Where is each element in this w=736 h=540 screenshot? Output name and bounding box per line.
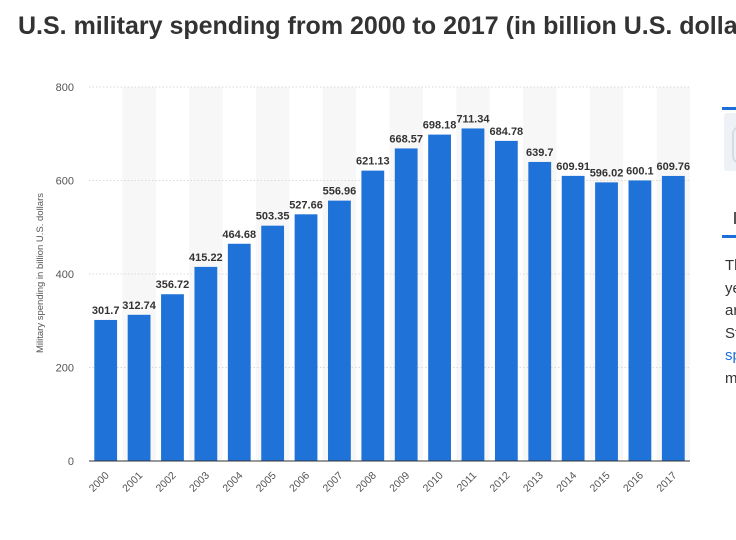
value-label: 668.57 bbox=[389, 133, 423, 145]
sidebar-text-line: ar bbox=[725, 302, 736, 319]
value-label: 503.35 bbox=[256, 211, 290, 223]
x-tick-label: 2010 bbox=[421, 470, 446, 495]
y-tick-labels: 0 200 400 600 800 bbox=[56, 82, 74, 468]
bar[interactable] bbox=[194, 266, 218, 461]
x-tick-label: 2008 bbox=[354, 470, 379, 495]
sidebar-text-line: ye bbox=[725, 279, 736, 297]
value-label: 698.18 bbox=[423, 120, 457, 132]
x-tick-label: 2012 bbox=[487, 470, 512, 495]
value-label: 312.74 bbox=[122, 300, 157, 312]
bar[interactable] bbox=[161, 294, 184, 461]
x-tick-label: 2017 bbox=[654, 470, 679, 495]
sidebar-divider bbox=[722, 235, 736, 238]
sidebar-text-line: Th bbox=[725, 257, 736, 274]
x-tick-label: 2001 bbox=[120, 470, 145, 495]
value-label: 609.91 bbox=[556, 161, 590, 173]
value-label: 527.66 bbox=[289, 199, 323, 211]
bars bbox=[94, 128, 685, 462]
sidebar-heading bbox=[734, 212, 736, 224]
x-tick-label: 2009 bbox=[387, 470, 412, 495]
bar[interactable] bbox=[261, 225, 285, 461]
sidebar-card-icon bbox=[732, 126, 736, 164]
y-tick-label: 800 bbox=[56, 82, 74, 94]
bar[interactable] bbox=[328, 200, 351, 461]
x-tick-label: 2004 bbox=[220, 470, 245, 495]
bar[interactable] bbox=[394, 148, 418, 461]
bar[interactable] bbox=[428, 134, 451, 462]
value-label: 621.13 bbox=[356, 156, 390, 168]
bar[interactable] bbox=[94, 319, 118, 461]
bar[interactable] bbox=[461, 128, 485, 461]
sidebar-link[interactable]: sp bbox=[725, 347, 736, 364]
value-label: 684.78 bbox=[490, 126, 524, 138]
value-label: 600.1 bbox=[626, 165, 654, 177]
bar[interactable] bbox=[361, 170, 385, 462]
sidebar-divider bbox=[722, 107, 736, 110]
y-tick-label: 400 bbox=[56, 269, 74, 281]
value-label: 639.7 bbox=[526, 147, 554, 159]
y-axis-label: Military spending in billion U.S. dollar… bbox=[35, 193, 46, 353]
x-tick-label: 2013 bbox=[521, 470, 546, 495]
x-tick-label: 2006 bbox=[287, 470, 312, 495]
chart-title: U.S. military spending from 2000 to 2017… bbox=[18, 12, 736, 40]
x-tick-label: 2000 bbox=[87, 470, 112, 495]
value-label: 415.22 bbox=[189, 252, 223, 264]
bar[interactable] bbox=[494, 140, 518, 461]
x-tick-labels: 2000 2001 2002 2003 2004 2005 2006 2007 2008 2009… bbox=[87, 470, 680, 495]
bar[interactable] bbox=[294, 214, 318, 461]
bar-chart: 0 200 400 600 800 Military spending in billi… bbox=[35, 82, 690, 495]
y-tick-label: 600 bbox=[56, 176, 74, 188]
bar[interactable] bbox=[528, 161, 552, 461]
sidebar-description: Th ye ar St sp m bbox=[725, 255, 736, 390]
bar[interactable] bbox=[561, 175, 585, 462]
value-label: 609.76 bbox=[656, 161, 690, 173]
gridlines bbox=[89, 86, 690, 368]
bar[interactable] bbox=[595, 182, 618, 461]
x-tick-label: 2003 bbox=[187, 470, 212, 495]
bar[interactable] bbox=[661, 175, 685, 461]
x-tick-label: 2005 bbox=[254, 470, 279, 495]
x-tick-label: 2007 bbox=[321, 470, 346, 495]
bar[interactable] bbox=[127, 314, 151, 461]
value-label: 356.72 bbox=[156, 279, 190, 291]
x-tick-label: 2016 bbox=[621, 470, 646, 495]
y-tick-label: 0 bbox=[68, 456, 74, 468]
x-tick-label: 2014 bbox=[554, 470, 579, 495]
sidebar-text-line: St bbox=[725, 324, 736, 342]
sidebar-text-line: m bbox=[725, 369, 736, 387]
value-label: 556.96 bbox=[323, 186, 357, 198]
bar[interactable] bbox=[628, 180, 652, 461]
x-tick-label: 2015 bbox=[588, 470, 613, 495]
value-label: 596.02 bbox=[590, 167, 624, 179]
value-label: 464.68 bbox=[222, 229, 256, 241]
value-label: 301.7 bbox=[92, 305, 120, 317]
bar[interactable] bbox=[227, 243, 251, 461]
y-tick-label: 200 bbox=[56, 363, 74, 375]
value-label: 711.34 bbox=[456, 113, 490, 125]
x-tick-label: 2002 bbox=[154, 470, 179, 495]
x-tick-label: 2011 bbox=[455, 470, 480, 495]
value-labels: 301.7 312.74 356.72 415.22 464.68503.35527.6… bbox=[92, 113, 690, 317]
